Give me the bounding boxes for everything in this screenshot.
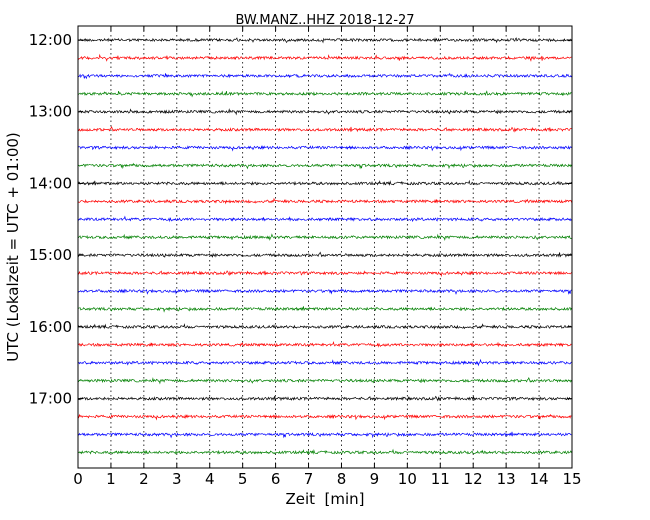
trace-group bbox=[77, 37, 572, 455]
seismogram-trace bbox=[77, 413, 572, 421]
seismogram-trace bbox=[77, 431, 572, 439]
x-tick-label: 5 bbox=[238, 470, 248, 488]
seismogram-trace bbox=[77, 377, 572, 385]
y-tick-label: 12:00 bbox=[29, 31, 72, 49]
seismogram-trace bbox=[77, 233, 572, 242]
y-tick-label: 15:00 bbox=[29, 246, 72, 264]
x-tick-label: 10 bbox=[398, 470, 417, 488]
x-tick-label: 14 bbox=[530, 470, 549, 488]
x-tick-label: 13 bbox=[497, 470, 516, 488]
y-tick-label: 14:00 bbox=[29, 174, 72, 192]
seismogram-trace bbox=[77, 179, 572, 186]
seismogram-trace bbox=[77, 288, 572, 295]
seismogram-trace bbox=[77, 108, 572, 116]
y-tick-label: 17:00 bbox=[29, 390, 72, 408]
x-tick-label: 1 bbox=[106, 470, 116, 488]
x-axis: 0 1 2 3 4 5 6 7 8 9 10 11 12 13 14 15 bbox=[73, 26, 582, 488]
x-tick-label: 6 bbox=[271, 470, 281, 488]
x-tick-label: 3 bbox=[172, 470, 182, 488]
seismogram-trace bbox=[77, 53, 572, 62]
y-axis: 12:00 13:00 14:00 15:00 16:00 17:00 bbox=[29, 31, 572, 408]
x-tick-label: 2 bbox=[139, 470, 149, 488]
seismogram-trace bbox=[77, 306, 572, 313]
seismogram-trace bbox=[77, 37, 572, 44]
seismogram-trace bbox=[77, 323, 572, 330]
seismogram-trace bbox=[77, 251, 572, 258]
x-tick-label: 0 bbox=[73, 470, 83, 488]
seismogram-trace bbox=[77, 270, 572, 278]
seismogram-trace bbox=[77, 341, 572, 348]
seismogram-trace bbox=[77, 395, 572, 402]
x-tick-label: 11 bbox=[431, 470, 450, 488]
seismogram-trace bbox=[77, 358, 572, 367]
seismogram-trace bbox=[77, 90, 572, 98]
x-tick-label: 15 bbox=[562, 470, 581, 488]
x-tick-label: 7 bbox=[304, 470, 314, 488]
seismogram-trace bbox=[77, 72, 572, 80]
chart-title: BW.MANZ..HHZ 2018-12-27 bbox=[235, 13, 414, 28]
y-tick-label: 13:00 bbox=[29, 103, 72, 121]
y-axis-label: UTC (Lokalzeit = UTC + 01:00) bbox=[4, 132, 22, 362]
seismogram-trace bbox=[77, 197, 572, 205]
grid-lines bbox=[110, 26, 540, 468]
x-tick-label: 12 bbox=[464, 470, 483, 488]
x-tick-label: 4 bbox=[205, 470, 215, 488]
seismogram-trace bbox=[77, 448, 572, 455]
x-axis-label: Zeit [min] bbox=[285, 490, 364, 508]
seismogram-trace bbox=[77, 215, 572, 223]
plot-frame bbox=[77, 25, 573, 469]
y-tick-label: 16:00 bbox=[29, 318, 72, 336]
seismogram-trace bbox=[77, 162, 572, 170]
x-tick-label: 8 bbox=[337, 470, 347, 488]
seismogram-trace bbox=[77, 144, 572, 152]
seismogram-trace bbox=[77, 126, 572, 133]
x-tick-label: 9 bbox=[370, 470, 380, 488]
